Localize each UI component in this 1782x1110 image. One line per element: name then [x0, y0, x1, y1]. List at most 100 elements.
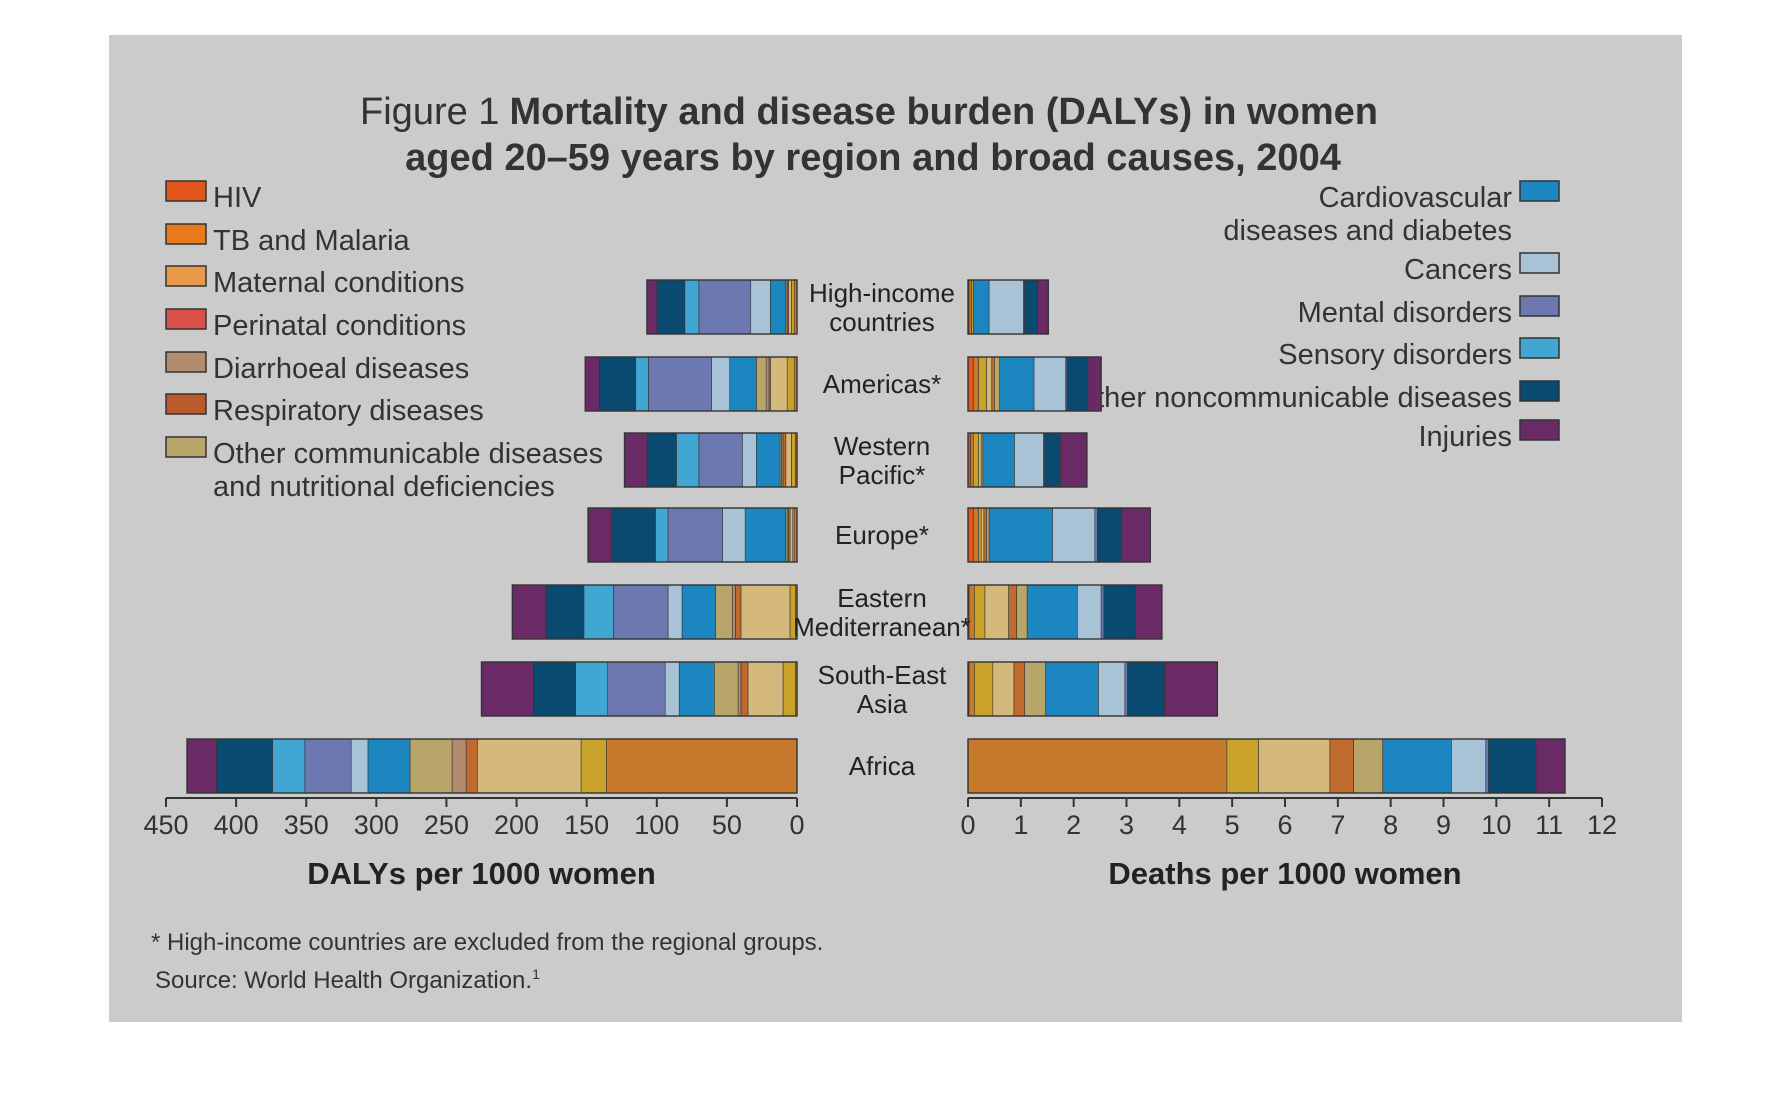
x-tick-label: 6: [1277, 810, 1292, 840]
bar-segment: [1120, 507, 1151, 563]
x-tick-label: 50: [712, 810, 742, 840]
title-prefix: Figure 1: [360, 91, 499, 133]
bar-segment: [1226, 738, 1259, 794]
bar-segment: [580, 738, 607, 794]
bar-segment: [980, 507, 985, 563]
bar-segment: [1026, 584, 1078, 640]
title-bold-line1: Mortality and disease burden (DALYs) in …: [509, 91, 1378, 133]
bar-segment: [584, 356, 600, 412]
legend-label: Sensory disorders: [1278, 339, 1512, 371]
bar-segment: [1060, 432, 1088, 488]
bar-segment: [765, 356, 770, 412]
bar-segment: [1100, 584, 1105, 640]
bar-segment: [1164, 661, 1218, 717]
bar-segment: [1488, 738, 1537, 794]
bar-outline: [967, 738, 1566, 794]
bar-segment: [744, 507, 787, 563]
bar-segment: [788, 279, 792, 335]
bar-segment: [972, 507, 979, 563]
source-superscript: 1: [532, 966, 540, 982]
legend-swatch: [165, 265, 207, 287]
bar-segment: [678, 661, 715, 717]
bar-segment: [1037, 279, 1049, 335]
bar-segment: [737, 661, 742, 717]
bar-segment: [974, 584, 986, 640]
bar-segment: [994, 356, 1001, 412]
bar-segment: [655, 507, 669, 563]
chart-title-line1: Figure 1 Mortality and disease burden (DA…: [360, 91, 1378, 133]
bar-outline: [967, 661, 1219, 717]
bar-segment: [1016, 584, 1028, 640]
bar-segment: [1066, 356, 1089, 412]
bar-segment: [611, 507, 656, 563]
x-tick-label: 250: [424, 810, 469, 840]
bar-segment: [656, 279, 686, 335]
x-axis-title: DALYs per 1000 women: [307, 856, 656, 891]
bar-outline: [584, 356, 798, 412]
bar-segment: [367, 738, 411, 794]
bar-segment: [1052, 507, 1096, 563]
bar-segment: [1135, 584, 1163, 640]
x-tick-label: 400: [214, 810, 259, 840]
bar-segment: [1451, 738, 1487, 794]
legend-swatch: [1519, 295, 1560, 317]
bar-segment: [732, 584, 736, 640]
legend-label: Cardiovascular: [1319, 182, 1513, 214]
x-tick-label: 10: [1481, 810, 1511, 840]
bar-segment: [575, 661, 608, 717]
chart-figure: Figure 1 Mortality and disease burden (DA…: [143, 91, 1617, 994]
bar-segment: [967, 738, 1228, 794]
footnote-excluded: * High-income countries are excluded fro…: [151, 929, 823, 956]
bar-segment: [991, 356, 995, 412]
bar-segment: [624, 432, 648, 488]
x-tick-label: 8: [1383, 810, 1398, 840]
bar-segment: [756, 432, 781, 488]
bar-segment: [635, 356, 649, 412]
bar-segment: [1485, 738, 1489, 794]
x-tick-label: 0: [960, 810, 975, 840]
bar-segment: [465, 738, 478, 794]
x-tick-label: 11: [1535, 810, 1563, 840]
bar-segment: [1014, 432, 1044, 488]
bar-segment: [729, 356, 757, 412]
bar-segment: [1329, 738, 1354, 794]
legend-swatch: [165, 351, 207, 373]
bar-segment: [598, 356, 637, 412]
x-tick-label: 100: [634, 810, 679, 840]
legend-swatch: [1519, 337, 1560, 359]
bar-segment: [1033, 356, 1067, 412]
bar-segment: [789, 507, 794, 563]
bar-segment: [1258, 738, 1331, 794]
bar-outline: [646, 279, 798, 335]
bar-segment: [740, 661, 749, 717]
legend-label: Maternal conditions: [213, 267, 464, 299]
bar-segment: [978, 432, 982, 488]
bar-segment: [613, 584, 669, 640]
bar-outline: [511, 584, 798, 640]
bar-segment: [782, 661, 796, 717]
bar-segment: [698, 432, 743, 488]
legend-swatch: [1519, 380, 1560, 402]
bar-segment: [722, 507, 746, 563]
bar-outline: [587, 507, 798, 563]
bar-segment: [684, 279, 700, 335]
bar-segment: [667, 584, 683, 640]
bar-segment: [791, 432, 796, 488]
bar-outline: [967, 432, 1088, 488]
bar-segment: [986, 356, 993, 412]
region-label: Eastern Mediterranean*: [793, 583, 971, 642]
x-tick-label: 2: [1066, 810, 1081, 840]
bar-segment: [1013, 661, 1025, 717]
bar-outline: [480, 661, 798, 717]
bar-segment: [1103, 584, 1136, 640]
region-label: Western Pacific*: [834, 431, 930, 490]
bar-segment: [742, 432, 757, 488]
bar-segment: [740, 584, 791, 640]
legend-label: Perinatal conditions: [213, 310, 466, 342]
x-tick-label: 0: [789, 810, 804, 840]
bar-segment: [1127, 661, 1165, 717]
legend-label: Other noncommunicable diseases: [1074, 382, 1512, 414]
bar-segment: [711, 356, 730, 412]
bar-segment: [715, 584, 733, 640]
bar-outline: [967, 356, 1102, 412]
